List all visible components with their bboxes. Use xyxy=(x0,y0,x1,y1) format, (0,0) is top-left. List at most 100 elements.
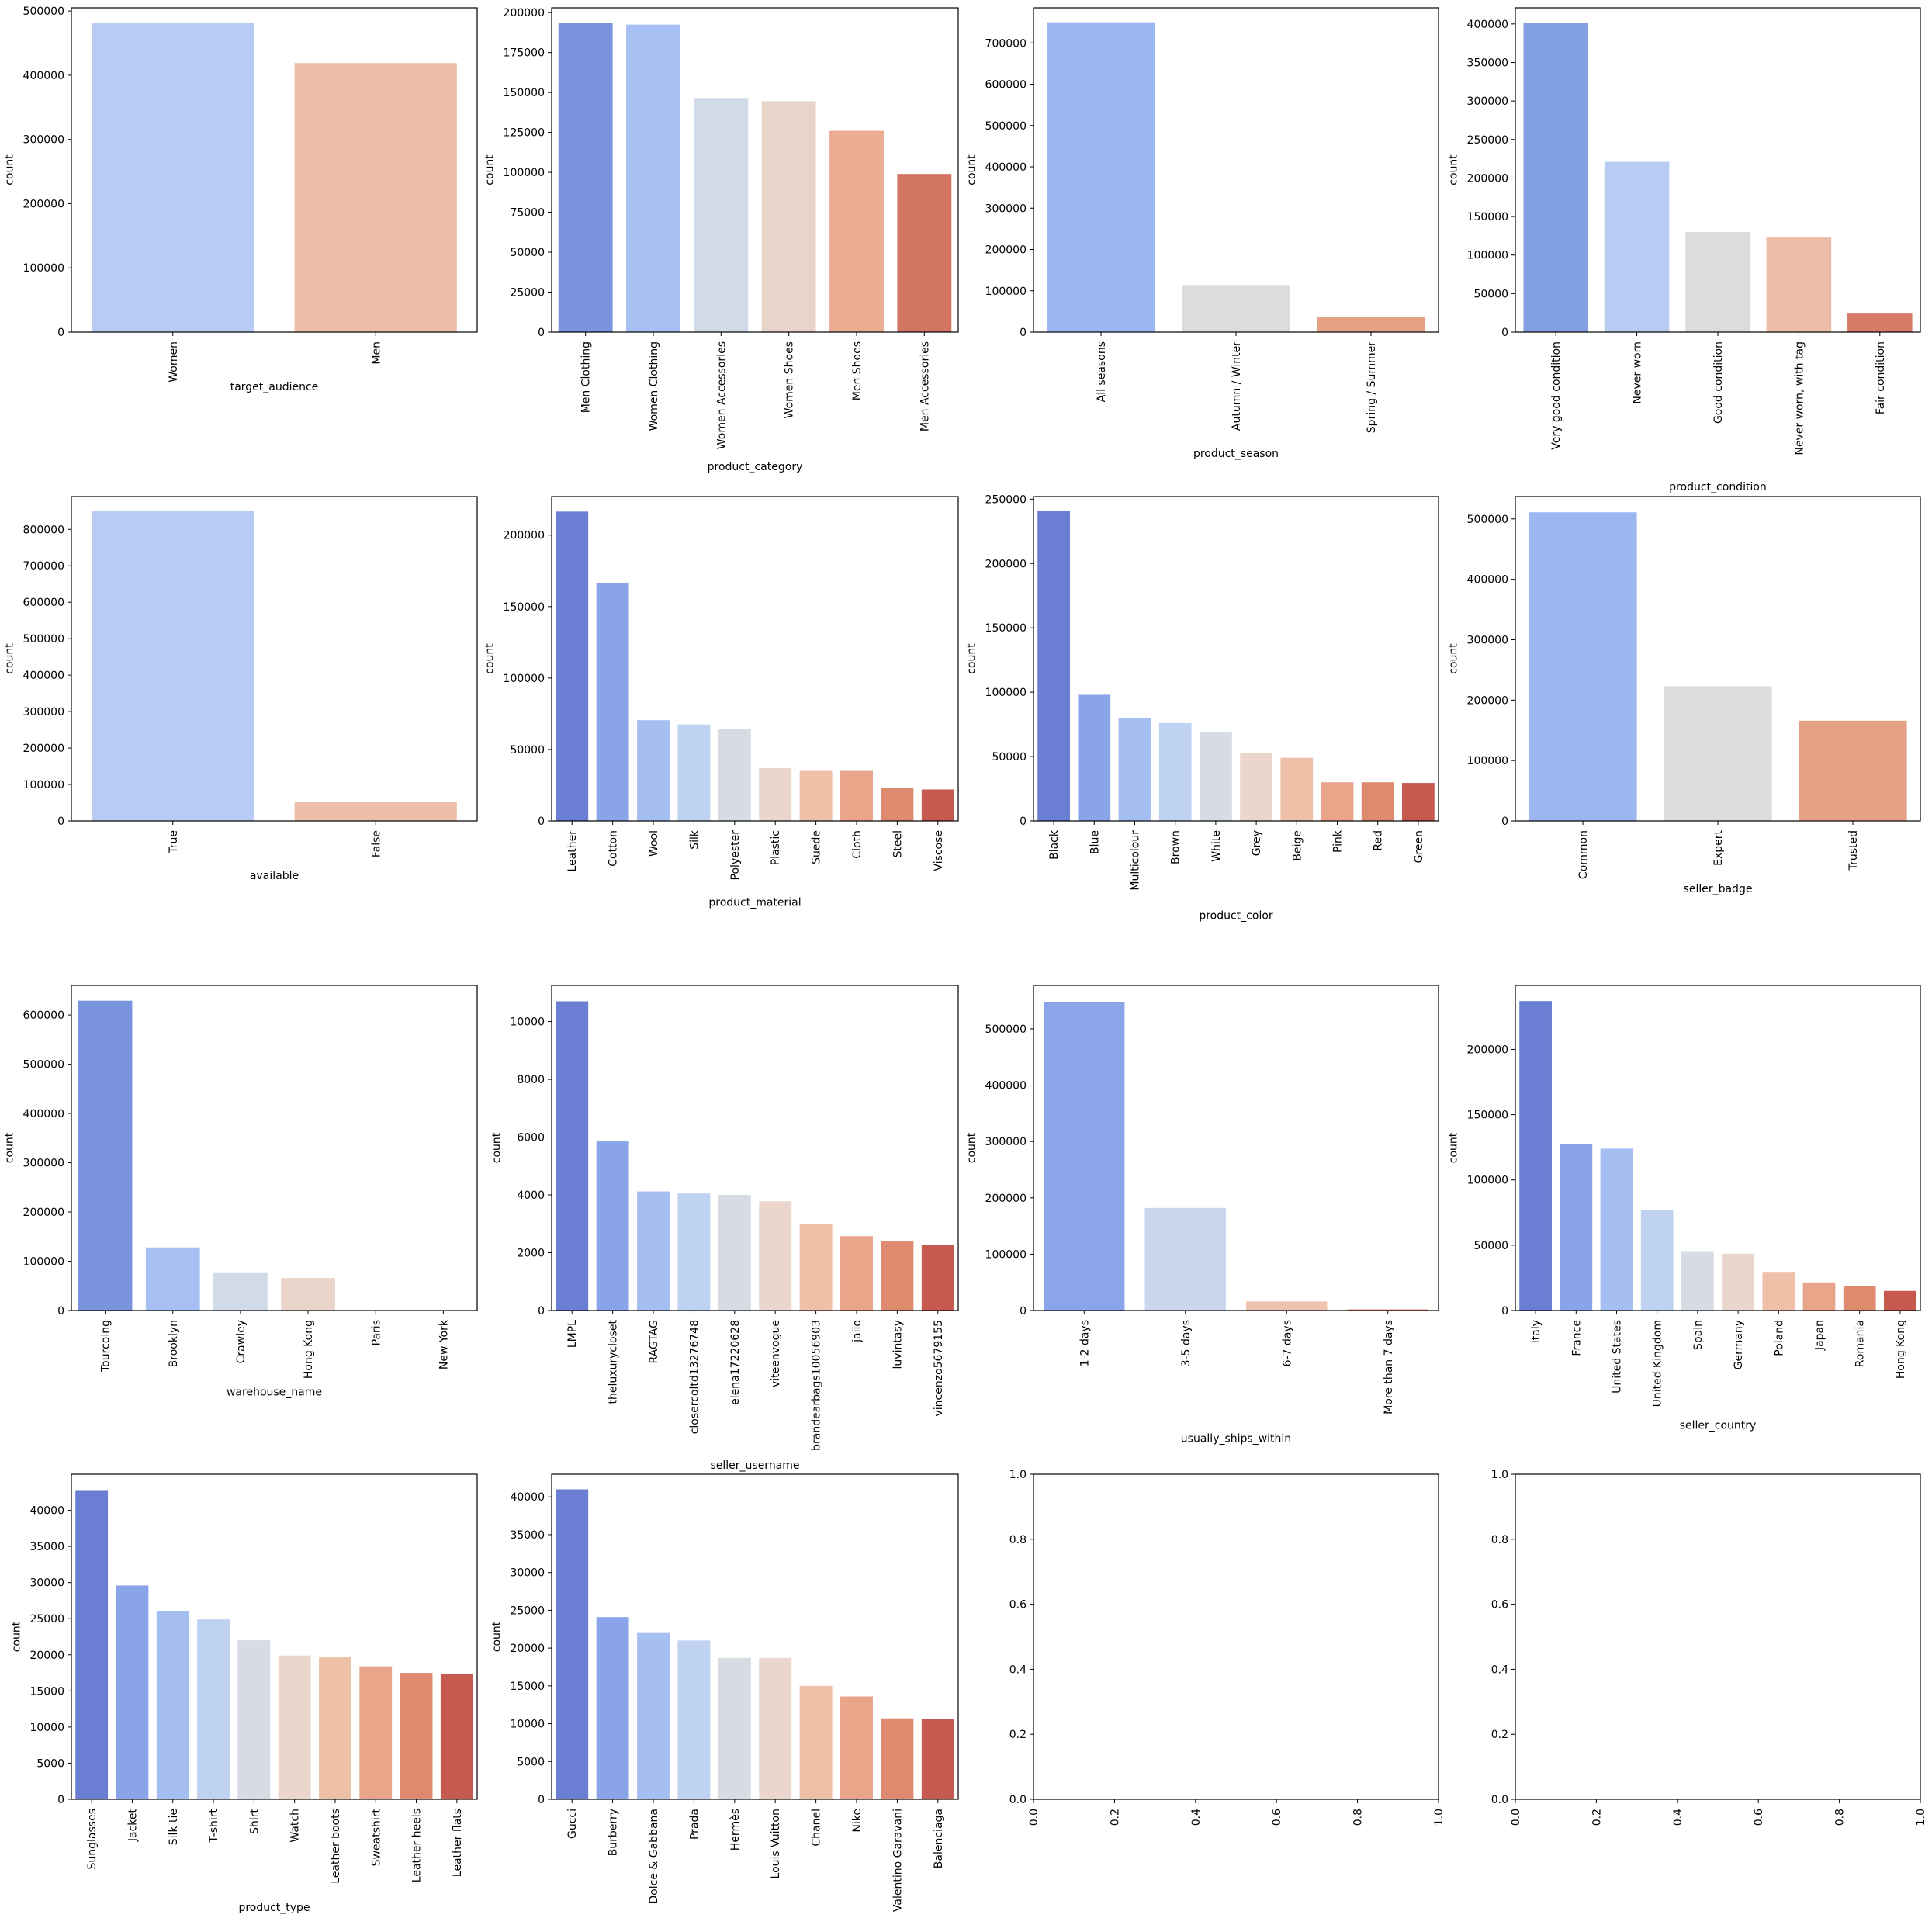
bar-multicolour xyxy=(1118,718,1151,821)
bar-polyester xyxy=(718,729,751,821)
y-tick-label: 0 xyxy=(57,815,64,828)
subplot-product_condition: Very good condition Never worn Good condit… xyxy=(1448,7,1921,493)
bar-united-states xyxy=(1600,1148,1633,1311)
bar-italy xyxy=(1519,1001,1552,1311)
y-axis-label: count xyxy=(4,154,16,185)
x-tick-label: Pink xyxy=(1332,829,1345,853)
x-tick-label: 0.2 xyxy=(1591,1809,1603,1826)
bar-men-shoes xyxy=(829,130,884,332)
y-tick-label: 0.0 xyxy=(1491,1794,1508,1806)
x-tick-label: Germany xyxy=(1733,1320,1745,1369)
y-axis-label: count xyxy=(966,154,978,185)
x-tick-label: 0.0 xyxy=(1510,1809,1522,1826)
bar-1-2-days xyxy=(1044,1002,1125,1311)
axes-frame xyxy=(71,985,478,1311)
y-tick-label: 0 xyxy=(57,1794,64,1806)
y-tick-label: 100000 xyxy=(23,262,64,275)
x-tick-label: Romania xyxy=(1854,1320,1867,1367)
bar-burberry xyxy=(596,1617,629,1799)
axes-frame xyxy=(1033,985,1439,1311)
bar-lmpl xyxy=(556,1001,589,1311)
y-tick-label: 500000 xyxy=(23,633,64,646)
x-tick-label: Prada xyxy=(688,1809,701,1840)
x-tick-label: Good condition xyxy=(1712,341,1725,424)
axes-frame xyxy=(71,7,478,333)
x-tick-label: Trusted xyxy=(1847,830,1860,871)
y-tick-label: 400000 xyxy=(985,161,1027,174)
y-tick-label: 0.6 xyxy=(1491,1599,1508,1612)
bar-never-worn xyxy=(1604,161,1670,332)
y-tick-label: 10000 xyxy=(510,1016,545,1029)
x-tick-label: Tourcoing xyxy=(100,1320,113,1373)
y-axis-label: count xyxy=(1448,154,1460,185)
bar-vincenzo5679155 xyxy=(921,1245,954,1311)
bar-blue xyxy=(1078,694,1111,821)
y-tick-label: 200000 xyxy=(23,743,64,755)
x-tick-label: Hong Kong xyxy=(1895,1320,1907,1379)
y-tick-label: 0 xyxy=(1501,815,1508,828)
bar-red xyxy=(1361,782,1394,821)
y-tick-label: 0.4 xyxy=(1009,1664,1027,1676)
y-tick-label: 0 xyxy=(57,327,64,339)
y-tick-label: 200000 xyxy=(504,530,545,542)
y-tick-label: 0 xyxy=(538,327,545,339)
y-tick-label: 5000 xyxy=(517,1756,545,1768)
x-tick-label: brandearbags10056903 xyxy=(811,1320,823,1451)
y-tick-label: 300000 xyxy=(23,134,64,147)
x-axis-label: target_audience xyxy=(230,381,319,393)
subplot-warehouse_name: Tourcoing Brooklyn Crawley Hong Kong Paris Ne… xyxy=(4,985,478,1398)
x-tick-label: Fair condition xyxy=(1875,341,1887,414)
y-tick-label: 0 xyxy=(538,815,545,828)
x-tick-label: Silk xyxy=(688,829,701,850)
x-tick-label: Men Shoes xyxy=(851,341,864,400)
y-tick-label: 15000 xyxy=(510,1681,545,1693)
y-tick-label: 30000 xyxy=(510,1567,545,1580)
x-axis-label: seller_country xyxy=(1680,1419,1757,1432)
y-tick-label: 100000 xyxy=(504,673,545,685)
y-tick-label: 25000 xyxy=(29,1613,64,1626)
y-tick-label: 0.6 xyxy=(1009,1599,1027,1612)
axes-frame xyxy=(71,496,478,822)
bar-fair-condition xyxy=(1847,313,1913,332)
bar-leather-heels xyxy=(400,1673,433,1799)
y-tick-label: 500000 xyxy=(985,1023,1027,1036)
bar-united-kingdom xyxy=(1640,1210,1674,1311)
x-tick-label: Italy xyxy=(1530,1320,1542,1343)
x-tick-label: Leather xyxy=(566,830,579,872)
y-tick-label: 100000 xyxy=(23,779,64,791)
x-tick-label: Sunglasses xyxy=(86,1809,99,1869)
subplot-available: True False 0 100000 200000 300000 400000 500000… xyxy=(4,496,478,882)
y-tick-label: 300000 xyxy=(985,1136,1027,1148)
x-tick-label: Common xyxy=(1577,830,1590,879)
x-tick-label: 1.0 xyxy=(1433,1809,1446,1826)
x-tick-label: Jacket xyxy=(126,1808,139,1842)
x-axis-label: product_color xyxy=(1199,910,1273,923)
y-tick-label: 50000 xyxy=(1473,288,1508,300)
bar-false xyxy=(294,802,457,821)
bar-women-clothing xyxy=(626,24,680,332)
x-tick-label: Viscose xyxy=(933,830,945,871)
y-tick-label: 400000 xyxy=(23,670,64,682)
y-tick-label: 200000 xyxy=(504,7,545,19)
bar-3-5-days xyxy=(1144,1207,1226,1311)
bar-shirt xyxy=(237,1640,271,1799)
bar-ragtag xyxy=(637,1191,670,1311)
subplot-seller_country: Italy France United States United Kingdom Sp… xyxy=(1448,985,1921,1432)
bar-men-accessories xyxy=(897,174,952,332)
y-tick-label: 0 xyxy=(538,1305,545,1317)
y-tick-label: 200000 xyxy=(1467,1044,1508,1056)
x-tick-label: closercoltd13276748 xyxy=(688,1320,701,1434)
x-tick-label: Women Accessories xyxy=(715,341,728,449)
y-tick-label: 25000 xyxy=(510,1605,545,1617)
y-tick-label: 35000 xyxy=(29,1541,64,1553)
x-tick-label: Never worn xyxy=(1632,341,1644,404)
y-tick-label: 300000 xyxy=(23,706,64,718)
x-tick-label: Suede xyxy=(811,830,823,864)
x-tick-label: 0.4 xyxy=(1190,1809,1203,1826)
bar-viteenvogue xyxy=(759,1201,792,1311)
x-axis-label: product_type xyxy=(238,1902,310,1914)
y-tick-label: 150000 xyxy=(985,622,1027,635)
y-tick-label: 2000 xyxy=(517,1248,545,1260)
y-tick-label: 350000 xyxy=(1467,57,1508,69)
x-tick-label: Leather heels xyxy=(411,1809,424,1882)
